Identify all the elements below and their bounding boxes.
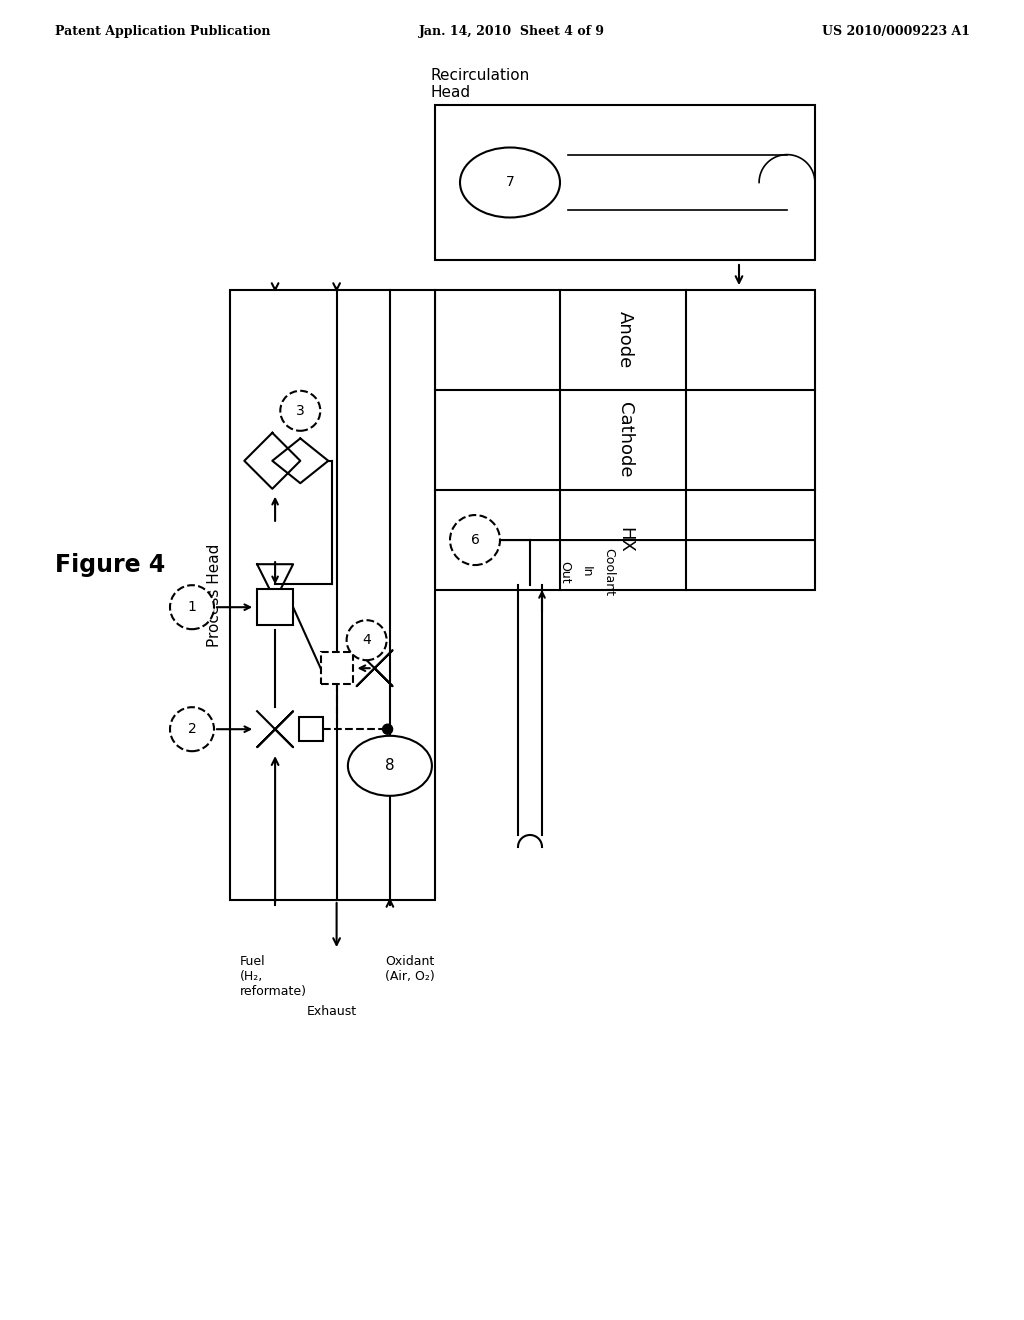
Ellipse shape — [348, 735, 432, 796]
Text: Patent Application Publication: Patent Application Publication — [55, 25, 270, 38]
Text: Coolant: Coolant — [602, 548, 615, 597]
Text: HX: HX — [616, 527, 634, 553]
Bar — [321, 652, 352, 684]
Text: 4: 4 — [362, 634, 371, 647]
Text: Anode: Anode — [616, 312, 634, 368]
Bar — [299, 717, 324, 742]
Text: Cathode: Cathode — [616, 403, 634, 478]
Text: Exhaust: Exhaust — [306, 1005, 356, 1018]
Text: 3: 3 — [296, 404, 305, 418]
Text: US 2010/0009223 A1: US 2010/0009223 A1 — [822, 25, 970, 38]
Text: 1: 1 — [187, 601, 197, 614]
Text: Out: Out — [558, 561, 571, 583]
Bar — [257, 589, 293, 626]
Circle shape — [346, 620, 387, 660]
Text: 8: 8 — [385, 758, 394, 774]
Text: Recirculation
Head: Recirculation Head — [430, 67, 529, 100]
Circle shape — [281, 391, 321, 430]
Text: Jan. 14, 2010  Sheet 4 of 9: Jan. 14, 2010 Sheet 4 of 9 — [419, 25, 605, 38]
Bar — [435, 290, 815, 590]
Text: 6: 6 — [471, 533, 479, 546]
Circle shape — [170, 585, 214, 630]
Text: Oxidant
(Air, O₂): Oxidant (Air, O₂) — [385, 954, 434, 983]
Bar — [230, 290, 435, 900]
Text: 7: 7 — [506, 176, 514, 190]
Circle shape — [170, 708, 214, 751]
Text: Process Head: Process Head — [207, 544, 222, 647]
Bar — [435, 106, 815, 260]
Circle shape — [450, 515, 500, 565]
Text: In: In — [580, 566, 593, 578]
Text: 2: 2 — [187, 722, 197, 737]
Text: Fuel
(H₂,
reformate): Fuel (H₂, reformate) — [240, 954, 307, 998]
Circle shape — [383, 725, 392, 734]
Ellipse shape — [460, 148, 560, 218]
Text: Figure 4: Figure 4 — [55, 553, 165, 577]
